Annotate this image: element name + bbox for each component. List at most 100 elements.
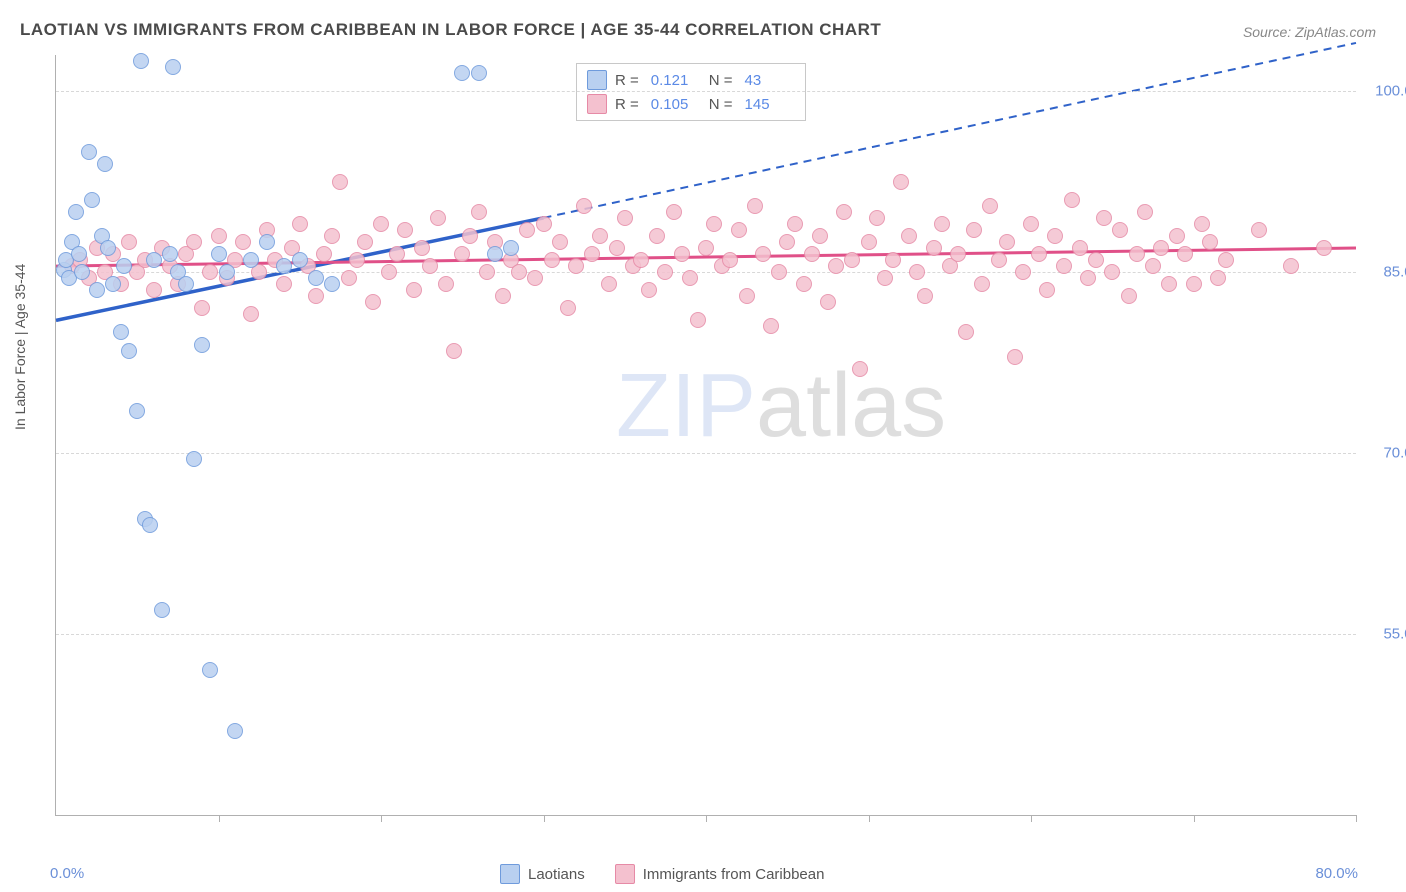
- scatter-point-b: [852, 361, 868, 377]
- scatter-point-a: [194, 337, 210, 353]
- scatter-point-b: [341, 270, 357, 286]
- legend-n-b: 145: [745, 96, 795, 113]
- scatter-point-b: [739, 288, 755, 304]
- scatter-point-b: [877, 270, 893, 286]
- x-tick: [1031, 815, 1032, 822]
- scatter-point-b: [690, 312, 706, 328]
- series-legend-a: Laotians: [500, 864, 585, 884]
- scatter-point-a: [471, 65, 487, 81]
- trend-lines-layer: [56, 55, 1356, 815]
- legend-n-a: 43: [745, 72, 795, 89]
- scatter-point-b: [544, 252, 560, 268]
- scatter-point-a: [259, 234, 275, 250]
- scatter-point-b: [1015, 264, 1031, 280]
- scatter-point-a: [227, 723, 243, 739]
- scatter-point-b: [592, 228, 608, 244]
- scatter-point-b: [552, 234, 568, 250]
- scatter-point-b: [999, 234, 1015, 250]
- scatter-point-b: [406, 282, 422, 298]
- legend-r-a: 0.121: [651, 72, 701, 89]
- scatter-point-a: [100, 240, 116, 256]
- scatter-point-b: [194, 300, 210, 316]
- scatter-point-b: [1031, 246, 1047, 262]
- y-tick-label: 55.0%: [1366, 626, 1406, 643]
- scatter-point-a: [146, 252, 162, 268]
- scatter-point-b: [982, 198, 998, 214]
- scatter-point-b: [861, 234, 877, 250]
- legend-n-label: N =: [709, 72, 733, 89]
- legend-r-label: R =: [615, 96, 639, 113]
- scatter-point-b: [1064, 192, 1080, 208]
- scatter-point-b: [349, 252, 365, 268]
- scatter-point-a: [503, 240, 519, 256]
- scatter-point-a: [211, 246, 227, 262]
- scatter-point-a: [74, 264, 90, 280]
- scatter-point-b: [779, 234, 795, 250]
- scatter-point-b: [471, 204, 487, 220]
- scatter-point-b: [146, 282, 162, 298]
- scatter-point-a: [105, 276, 121, 292]
- legend-swatch-b: [587, 94, 607, 114]
- scatter-point-b: [276, 276, 292, 292]
- chart-plot-area: ZIPatlas R = 0.121 N = 43 R = 0.105 N = …: [55, 55, 1356, 816]
- scatter-point-a: [81, 144, 97, 160]
- scatter-point-b: [706, 216, 722, 232]
- scatter-point-b: [1251, 222, 1267, 238]
- y-tick-label: 70.0%: [1366, 445, 1406, 462]
- scatter-point-b: [804, 246, 820, 262]
- scatter-point-b: [722, 252, 738, 268]
- scatter-point-b: [479, 264, 495, 280]
- scatter-point-b: [446, 343, 462, 359]
- scatter-point-a: [487, 246, 503, 262]
- scatter-point-b: [121, 234, 137, 250]
- chart-title: LAOTIAN VS IMMIGRANTS FROM CARIBBEAN IN …: [20, 20, 881, 40]
- legend-r-b: 0.105: [651, 96, 701, 113]
- scatter-point-b: [584, 246, 600, 262]
- scatter-point-b: [698, 240, 714, 256]
- scatter-point-b: [1202, 234, 1218, 250]
- scatter-point-a: [165, 59, 181, 75]
- scatter-point-b: [397, 222, 413, 238]
- gridline: [56, 453, 1356, 454]
- series-legend-b: Immigrants from Caribbean: [615, 864, 825, 884]
- scatter-point-a: [202, 662, 218, 678]
- scatter-point-b: [657, 264, 673, 280]
- scatter-point-b: [747, 198, 763, 214]
- scatter-point-b: [909, 264, 925, 280]
- scatter-point-b: [934, 216, 950, 232]
- scatter-point-b: [202, 264, 218, 280]
- scatter-point-a: [68, 204, 84, 220]
- scatter-point-b: [381, 264, 397, 280]
- scatter-point-b: [324, 228, 340, 244]
- scatter-point-a: [324, 276, 340, 292]
- scatter-point-b: [1121, 288, 1137, 304]
- scatter-point-b: [1080, 270, 1096, 286]
- x-axis-min-label: 0.0%: [50, 865, 84, 882]
- scatter-point-b: [1169, 228, 1185, 244]
- source-attribution: Source: ZipAtlas.com: [1243, 24, 1376, 40]
- scatter-point-b: [1316, 240, 1332, 256]
- scatter-point-b: [926, 240, 942, 256]
- scatter-point-b: [974, 276, 990, 292]
- scatter-point-b: [1218, 252, 1234, 268]
- scatter-point-a: [84, 192, 100, 208]
- scatter-point-b: [1137, 204, 1153, 220]
- scatter-point-b: [414, 240, 430, 256]
- scatter-point-a: [97, 156, 113, 172]
- scatter-point-b: [820, 294, 836, 310]
- gridline: [56, 634, 1356, 635]
- scatter-point-b: [682, 270, 698, 286]
- scatter-point-b: [787, 216, 803, 232]
- scatter-point-b: [186, 234, 202, 250]
- scatter-point-b: [1186, 276, 1202, 292]
- legend-row-a: R = 0.121 N = 43: [587, 68, 795, 92]
- scatter-point-a: [121, 343, 137, 359]
- scatter-point-b: [885, 252, 901, 268]
- scatter-point-b: [755, 246, 771, 262]
- scatter-point-b: [1096, 210, 1112, 226]
- scatter-point-a: [454, 65, 470, 81]
- gridline: [56, 91, 1356, 92]
- scatter-point-b: [828, 258, 844, 274]
- scatter-point-b: [958, 324, 974, 340]
- scatter-point-a: [292, 252, 308, 268]
